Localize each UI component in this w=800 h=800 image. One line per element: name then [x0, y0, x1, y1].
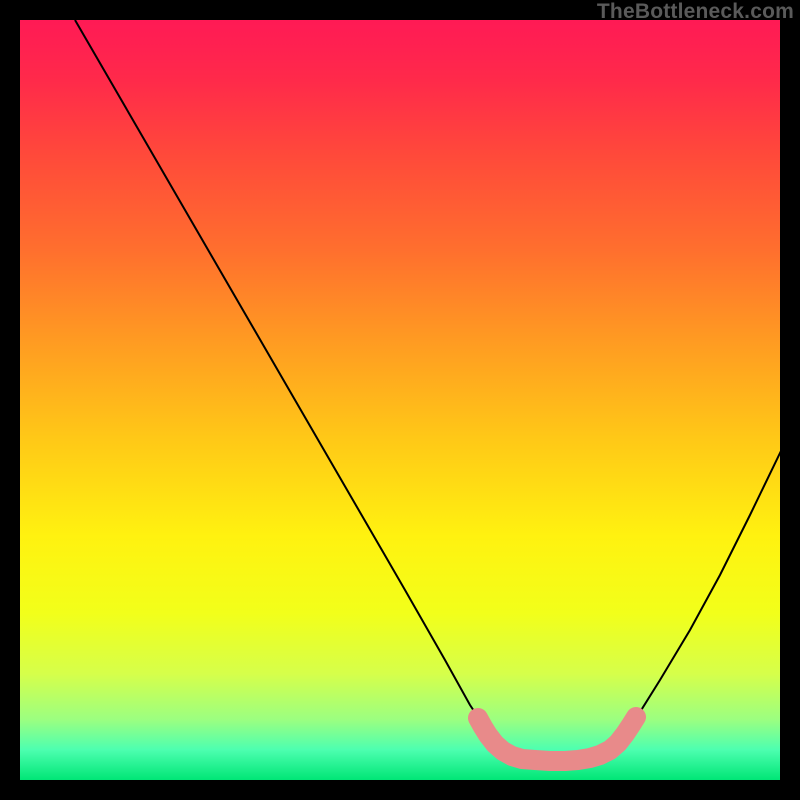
gradient-plot-area — [20, 20, 780, 780]
gradient-rect — [20, 20, 780, 780]
chart-frame: TheBottleneck.com — [0, 0, 800, 800]
gradient-svg — [20, 20, 780, 780]
watermark-text: TheBottleneck.com — [597, 0, 794, 24]
